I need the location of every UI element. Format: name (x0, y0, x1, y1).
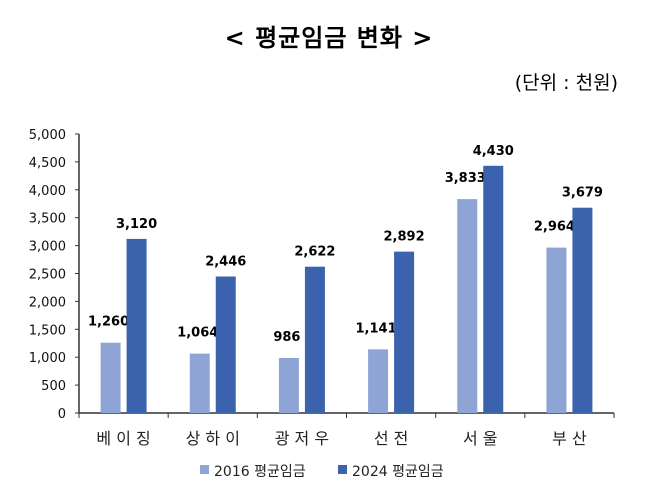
category-label: 광 저 우 (275, 429, 329, 448)
data-label: 2,622 (294, 245, 335, 260)
bar (100, 342, 121, 413)
data-label: 2,964 (534, 220, 575, 235)
bar (126, 238, 147, 413)
y-tick-label: 5,000 (29, 128, 66, 143)
category-label: 부 산 (552, 429, 587, 448)
y-tick-label: 3,000 (29, 240, 66, 255)
y-tick-label: 1,000 (29, 351, 66, 366)
data-label: 1,141 (356, 321, 397, 336)
data-label: 2,892 (384, 230, 425, 245)
category-label: 서 울 (463, 429, 498, 448)
unit-note: (단위 : 천원) (514, 72, 618, 94)
data-label: 3,679 (562, 186, 603, 201)
category-label: 베 이 징 (96, 429, 150, 448)
bar (572, 207, 593, 413)
bar (546, 247, 567, 413)
bar (215, 276, 236, 413)
data-label: 2,446 (205, 255, 246, 270)
data-label: 1,260 (88, 315, 129, 330)
bar (278, 357, 299, 413)
data-label: 3,120 (116, 217, 157, 232)
chart-title: < 평균임금 변화 > (224, 24, 434, 52)
y-tick-label: 4,500 (29, 156, 66, 171)
data-label: 4,430 (473, 144, 514, 159)
category-label: 상 하 이 (186, 429, 240, 448)
data-label: 1,064 (177, 326, 218, 341)
y-tick-label: 500 (41, 379, 66, 394)
legend-label: 2016 평균임금 (214, 464, 306, 480)
y-tick-label: 2,500 (29, 268, 66, 283)
bar (457, 199, 478, 413)
y-tick-label: 1,500 (29, 323, 66, 338)
bar (483, 165, 504, 413)
bar (368, 349, 389, 413)
bar (304, 266, 325, 413)
y-tick-label: 4,000 (29, 184, 66, 199)
y-tick-label: 2,000 (29, 295, 66, 310)
data-label: 3,833 (445, 171, 486, 186)
data-label: 986 (273, 330, 300, 345)
y-tick-label: 0 (58, 407, 66, 422)
legend-label: 2024 평균임금 (352, 464, 444, 480)
y-tick-label: 3,500 (29, 212, 66, 227)
category-label: 선 전 (374, 429, 409, 448)
bar (189, 353, 210, 413)
legend-swatch (338, 465, 347, 474)
legend-swatch (200, 465, 209, 474)
bar (394, 251, 415, 413)
